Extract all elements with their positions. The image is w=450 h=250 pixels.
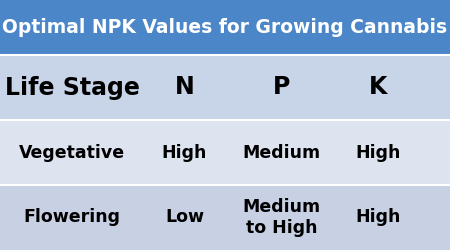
Text: High: High xyxy=(162,144,207,162)
Text: Life Stage: Life Stage xyxy=(4,76,140,100)
Text: High: High xyxy=(356,144,400,162)
Text: High: High xyxy=(356,208,400,226)
Text: K: K xyxy=(369,76,387,100)
Text: Low: Low xyxy=(165,208,204,226)
Text: Flowering: Flowering xyxy=(23,208,121,226)
Text: Medium
to High: Medium to High xyxy=(242,198,320,237)
Text: N: N xyxy=(175,76,194,100)
Text: Medium: Medium xyxy=(242,144,320,162)
FancyBboxPatch shape xyxy=(0,185,450,250)
FancyBboxPatch shape xyxy=(0,0,450,55)
Text: Vegetative: Vegetative xyxy=(19,144,125,162)
Text: P: P xyxy=(273,76,290,100)
FancyBboxPatch shape xyxy=(0,120,450,185)
FancyBboxPatch shape xyxy=(0,55,450,120)
Text: Optimal NPK Values for Growing Cannabis: Optimal NPK Values for Growing Cannabis xyxy=(2,18,448,37)
